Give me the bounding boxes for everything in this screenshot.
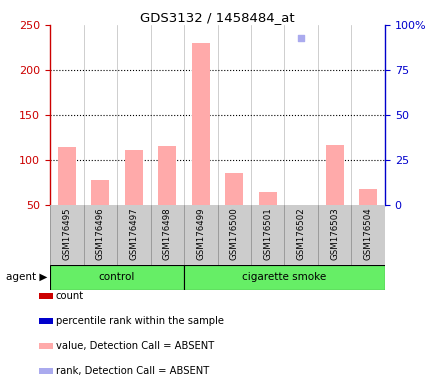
Bar [39, 368, 53, 374]
Text: percentile rank within the sample: percentile rank within the sample [56, 316, 223, 326]
Bar [50, 265, 184, 290]
Text: count: count [56, 291, 83, 301]
Text: cigarette smoke: cigarette smoke [242, 272, 326, 283]
Title: GDS3132 / 1458484_at: GDS3132 / 1458484_at [140, 11, 294, 24]
Text: GSM176503: GSM176503 [329, 207, 339, 260]
Bar [358, 189, 377, 205]
Bar [57, 147, 76, 205]
Text: control: control [99, 272, 135, 283]
Text: GSM176498: GSM176498 [162, 207, 171, 260]
Bar [184, 265, 384, 290]
Text: GSM176500: GSM176500 [229, 207, 238, 260]
Bar [91, 180, 109, 205]
Text: GSM176496: GSM176496 [95, 207, 105, 260]
Text: GSM176502: GSM176502 [296, 207, 305, 260]
Text: rank, Detection Call = ABSENT: rank, Detection Call = ABSENT [56, 366, 208, 376]
Bar [258, 192, 276, 205]
Bar [39, 293, 53, 299]
Text: GSM176497: GSM176497 [129, 207, 138, 260]
Text: GSM176501: GSM176501 [263, 207, 272, 260]
Text: GSM176495: GSM176495 [62, 207, 71, 260]
Bar [191, 43, 210, 205]
Text: agent ▶: agent ▶ [7, 272, 48, 283]
Text: GSM176499: GSM176499 [196, 207, 205, 260]
Text: GSM176504: GSM176504 [363, 207, 372, 260]
Bar [39, 343, 53, 349]
Bar [158, 146, 176, 205]
Point [97, 0, 104, 1]
Bar [325, 145, 343, 205]
Point [297, 35, 304, 41]
Text: value, Detection Call = ABSENT: value, Detection Call = ABSENT [56, 341, 214, 351]
Bar [39, 318, 53, 324]
Point [264, 6, 271, 12]
Bar [224, 173, 243, 205]
Bar [124, 151, 143, 205]
